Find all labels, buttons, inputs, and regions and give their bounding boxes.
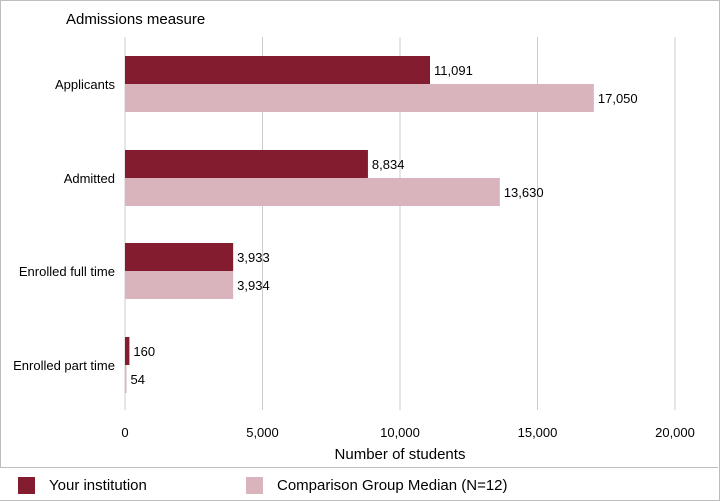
bar-s1-3 (125, 365, 127, 393)
legend-item-your-institution: Your institution (18, 477, 147, 494)
bar-s1-0 (125, 84, 594, 112)
chart-title: Admissions measure (66, 11, 205, 28)
data-label-s0-0: 11,091 (434, 63, 473, 78)
data-label-s1-2: 3,934 (237, 278, 270, 293)
data-label-s1-0: 17,050 (598, 91, 638, 106)
data-label-s0-1: 8,834 (372, 157, 405, 172)
x-axis-label: Number of students (335, 446, 466, 463)
bar-s1-1 (125, 178, 500, 206)
legend-swatch-your-institution (18, 477, 35, 494)
x-tick-label-0: 0 (121, 425, 128, 440)
data-label-s0-3: 160 (133, 344, 155, 359)
legend-item-comparison-group: Comparison Group Median (N=12) (246, 477, 508, 494)
category-label-1: Admitted (64, 171, 115, 186)
legend-swatch-comparison-group (246, 477, 263, 494)
chart-plot: 0 5,000 10,000 15,000 20,000 Applicants Admitt… (13, 11, 695, 463)
bar-s0-1 (125, 150, 368, 178)
category-label-2: Enrolled full time (19, 264, 115, 279)
data-label-s1-1: 13,630 (504, 185, 544, 200)
x-tick-label-4: 20,000 (655, 425, 695, 440)
x-tick-label-1: 5,000 (246, 425, 279, 440)
x-tick-label-2: 10,000 (380, 425, 420, 440)
bar-s0-0 (125, 56, 431, 84)
category-label-3: Enrolled part time (13, 358, 115, 373)
legend-label-your-institution: Your institution (49, 477, 147, 494)
category-label-0: Applicants (55, 77, 115, 92)
bar-s0-2 (125, 243, 234, 271)
label-layer: 0 5,000 10,000 15,000 20,000 Applicants Admitt… (13, 63, 695, 440)
legend-label-comparison-group: Comparison Group Median (N=12) (277, 477, 508, 494)
data-label-s0-2: 3,933 (237, 250, 270, 265)
x-tick-label-3: 15,000 (518, 425, 558, 440)
data-label-s1-3: 54 (130, 372, 144, 387)
bar-s0-3 (125, 337, 130, 365)
legend: Your institution Comparison Group Median… (0, 467, 718, 500)
bar-s1-2 (125, 271, 234, 299)
bar-layer (125, 56, 594, 393)
